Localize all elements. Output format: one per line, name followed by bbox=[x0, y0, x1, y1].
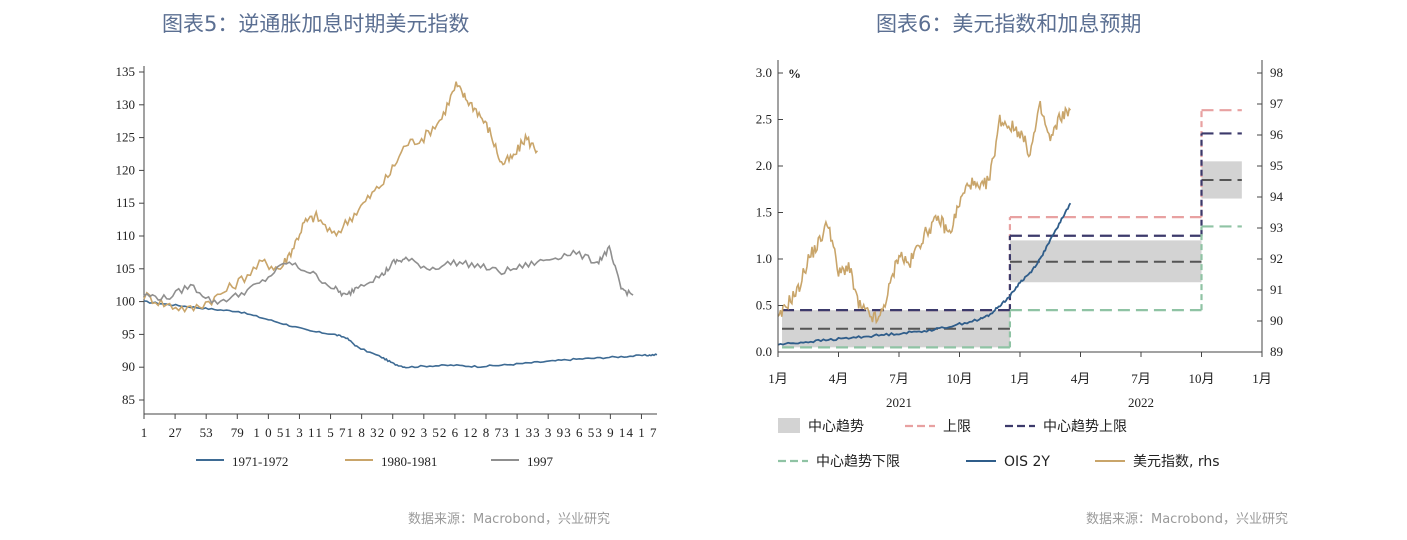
right-x-tick-label: 7月 bbox=[1131, 371, 1151, 386]
right-left-y-tick-label: 1.0 bbox=[756, 251, 772, 266]
right-left-y-tick-label: 0.0 bbox=[756, 344, 772, 359]
right-x-tick-label: 1月 bbox=[1010, 371, 1030, 386]
left-y-tick-label: 115 bbox=[116, 195, 135, 210]
legend-label-dollar-index: 美元指数, rhs bbox=[1133, 454, 1220, 470]
right-right-y-tick-label: 89 bbox=[1270, 344, 1283, 359]
left-x-tick-label: 417 bbox=[626, 425, 657, 440]
left-x-tick-label: 183 bbox=[347, 425, 377, 440]
year-label-2022: 2022 bbox=[1128, 395, 1154, 410]
right-x-tick-label: 10月 bbox=[1188, 371, 1214, 386]
right-x-tick-label: 1月 bbox=[1252, 371, 1272, 386]
right-right-y-tick-label: 93 bbox=[1270, 220, 1283, 235]
left-series-line-2 bbox=[143, 81, 539, 314]
ois-2y-line bbox=[777, 202, 1072, 346]
left-x-tick-label: 157 bbox=[316, 425, 347, 440]
left-y-tick-label: 85 bbox=[122, 392, 135, 407]
dollar-index-line bbox=[777, 100, 1072, 325]
left-y-tick-label: 105 bbox=[116, 261, 136, 276]
right-right-y-tick-label: 92 bbox=[1270, 251, 1283, 266]
source-note-right: 数据来源：Macrobond，兴业研究 bbox=[1086, 512, 1289, 527]
left-x-tick-label: 79 bbox=[231, 425, 244, 440]
left-y-tick-label: 135 bbox=[116, 64, 136, 79]
right-left-y-tick-label: 0.5 bbox=[756, 298, 772, 313]
legend-label-ois: OIS 2Y bbox=[1004, 454, 1050, 470]
legend-label-central-upper: 中心趋势上限 bbox=[1043, 419, 1127, 435]
right-x-tick-label: 4月 bbox=[1071, 371, 1091, 386]
right-left-y-tick-label: 2.0 bbox=[756, 158, 772, 173]
legend-swatch-central-trend bbox=[778, 418, 800, 433]
chart-title-right: 图表6：美元指数和加息预期 bbox=[876, 12, 1142, 36]
right-right-y-tick-label: 95 bbox=[1270, 158, 1283, 173]
left-x-tick-label: 209 bbox=[378, 425, 408, 440]
left-x-tick-label: 339 bbox=[533, 425, 563, 440]
right-right-y-tick-label: 91 bbox=[1270, 282, 1283, 297]
right-x-tick-label: 1月 bbox=[768, 371, 788, 386]
left-x-tick-label: 131 bbox=[284, 425, 314, 440]
chart-title-left: 图表5：逆通胀加息时期美元指数 bbox=[162, 12, 470, 36]
left-legend-label-1: 1971-1972 bbox=[232, 454, 288, 469]
left-x-tick-label: 287 bbox=[471, 425, 502, 440]
left-x-tick-label: 105 bbox=[253, 425, 283, 440]
right-right-y-tick-label: 97 bbox=[1270, 96, 1284, 111]
left-legend-label-3: 1997 bbox=[527, 454, 554, 469]
left-y-tick-label: 95 bbox=[122, 326, 135, 341]
left-x-tick-label: 53 bbox=[200, 425, 213, 440]
right-left-y-tick-label: 3.0 bbox=[756, 65, 772, 80]
left-y-tick-label: 120 bbox=[116, 162, 136, 177]
left-series-line-1 bbox=[143, 300, 658, 369]
left-y-tick-label: 100 bbox=[116, 294, 136, 309]
left-x-tick-label: 261 bbox=[440, 425, 470, 440]
left-x-tick-label: 313 bbox=[502, 425, 532, 440]
right-right-y-tick-label: 98 bbox=[1270, 65, 1283, 80]
left-series-line-3 bbox=[143, 244, 634, 306]
right-left-y-tick-label: 1.5 bbox=[756, 205, 772, 220]
percent-unit-label: % bbox=[788, 66, 801, 81]
source-note-left: 数据来源：Macrobond，兴业研究 bbox=[408, 512, 611, 527]
left-x-tick-label: 1 bbox=[141, 425, 148, 440]
year-label-2021: 2021 bbox=[886, 395, 912, 410]
left-x-tick-label: 391 bbox=[595, 425, 625, 440]
legend-label-upper: 上限 bbox=[943, 419, 971, 435]
left-x-tick-label: 235 bbox=[409, 425, 439, 440]
right-left-y-tick-label: 2.5 bbox=[756, 112, 772, 127]
legend-label-central-trend: 中心趋势 bbox=[808, 419, 864, 435]
right-x-tick-label: 10月 bbox=[946, 371, 972, 386]
left-x-tick-label: 365 bbox=[564, 425, 594, 440]
legend-label-central-lower: 中心趋势下限 bbox=[816, 454, 900, 470]
left-y-tick-label: 90 bbox=[122, 359, 135, 374]
right-right-y-tick-label: 94 bbox=[1270, 189, 1284, 204]
right-x-tick-label: 4月 bbox=[829, 371, 849, 386]
right-x-tick-label: 7月 bbox=[889, 371, 909, 386]
right-right-y-tick-label: 90 bbox=[1270, 313, 1283, 328]
left-y-tick-label: 110 bbox=[116, 228, 135, 243]
right-right-y-tick-label: 96 bbox=[1270, 127, 1284, 142]
left-y-tick-label: 130 bbox=[116, 97, 136, 112]
left-y-tick-label: 125 bbox=[116, 130, 136, 145]
left-legend-label-2: 1980-1981 bbox=[381, 454, 437, 469]
left-x-tick-label: 27 bbox=[169, 425, 183, 440]
